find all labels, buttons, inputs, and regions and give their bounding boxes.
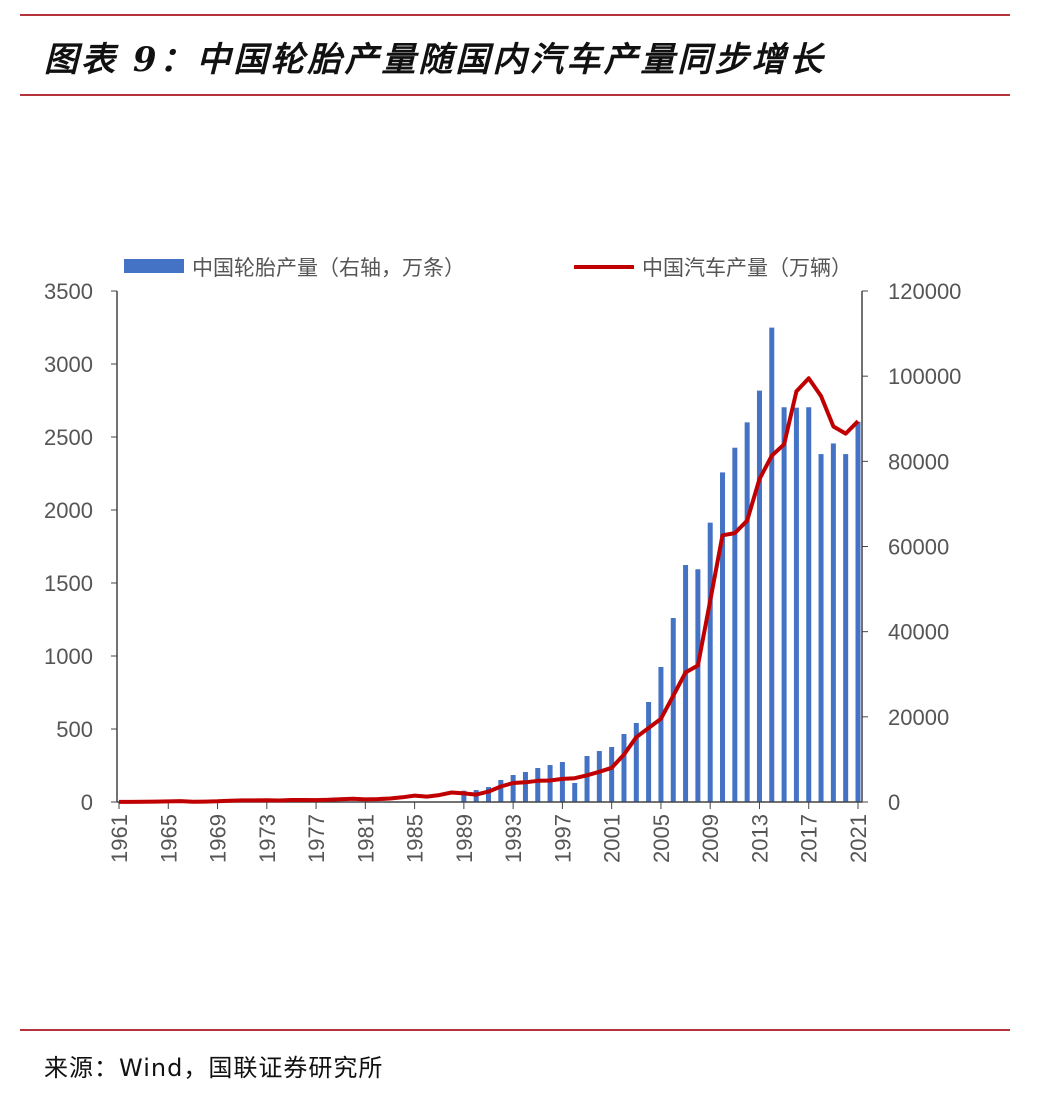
car-production-line — [119, 376, 860, 804]
tire-production-bar — [720, 472, 726, 802]
tire-production-bar — [486, 787, 491, 802]
tire-production-bar — [683, 565, 689, 802]
tire-production-bar — [510, 775, 516, 802]
tire-production-bar — [609, 746, 615, 802]
tire-production-bar — [535, 767, 541, 802]
x-tick-label: 1985 — [403, 814, 428, 863]
left-tick-label: 2000 — [44, 498, 93, 523]
tire-production-bar — [806, 407, 812, 802]
legend-label-cars: 中国汽车产量（万辆） — [642, 256, 852, 280]
left-tick-label: 0 — [81, 790, 93, 815]
tire-production-bar — [695, 569, 701, 802]
x-tick-label: 2013 — [747, 814, 772, 863]
left-tick-label: 1000 — [44, 644, 93, 669]
top-rule — [20, 14, 1010, 16]
tire-production-bar — [559, 762, 565, 802]
x-tick-label: 2009 — [698, 814, 723, 863]
left-tick-label: 3500 — [44, 279, 93, 304]
chart-title: 图表 9：中国轮胎产量随国内汽车产量同步增长 — [44, 40, 826, 80]
x-tick-label: 1981 — [353, 814, 378, 863]
tire-production-bar — [547, 765, 553, 802]
x-tick-label: 2005 — [649, 814, 674, 863]
source-note: 来源：Wind，国联证券研究所 — [44, 1054, 384, 1082]
tire-production-bar — [843, 454, 849, 802]
bottom-rule — [20, 1029, 1010, 1031]
chart: 中国轮胎产量（右轴，万条） 中国汽车产量（万辆） 0 500 1000 1500 200… — [44, 256, 961, 863]
x-tick-label: 1961 — [107, 814, 132, 863]
x-tick-label: 1977 — [304, 814, 329, 863]
x-tick-label: 1997 — [550, 814, 575, 863]
left-tick-label: 500 — [56, 717, 93, 742]
tire-production-bar — [769, 327, 775, 802]
right-tick-label: 100000 — [888, 364, 961, 389]
right-tick-label: 40000 — [888, 620, 949, 645]
tire-production-bar — [744, 422, 750, 802]
tire-production-bar — [756, 390, 762, 802]
tire-production-bar — [781, 407, 787, 802]
tire-production-bar — [498, 779, 504, 802]
legend: 中国轮胎产量（右轴，万条） 中国汽车产量（万辆） — [124, 256, 852, 280]
left-tick-label: 2500 — [44, 425, 93, 450]
left-tick-label: 3000 — [44, 352, 93, 377]
tire-production-bar — [596, 751, 602, 802]
x-tick-label: 1965 — [156, 814, 181, 863]
right-tick-label: 120000 — [888, 279, 961, 304]
right-tick-label: 20000 — [888, 705, 949, 730]
tire-production-bar — [572, 783, 578, 802]
x-tick-label: 1973 — [255, 814, 280, 863]
tire-production-bar — [658, 667, 664, 802]
tire-production-bar — [707, 522, 713, 802]
right-tick-label: 60000 — [888, 535, 949, 560]
tire-production-bar — [670, 618, 676, 802]
legend-label-tires: 中国轮胎产量（右轴，万条） — [192, 256, 465, 280]
x-tick-label: 1989 — [452, 814, 477, 863]
title-rule — [20, 94, 1010, 96]
legend-swatch-tires — [124, 259, 184, 273]
right-tick-label: 80000 — [888, 449, 949, 474]
tire-production-bar — [522, 771, 528, 802]
tire-production-bar — [855, 421, 861, 802]
x-tick-label: 1993 — [501, 814, 526, 863]
tire-production-bar — [633, 723, 639, 802]
tire-production-bar — [793, 407, 799, 802]
tire-production-bar — [818, 454, 824, 802]
x-tick-label: 2001 — [600, 814, 625, 863]
tire-production-bar — [732, 447, 738, 802]
x-tick-label: 2017 — [797, 814, 822, 863]
x-tick-label: 2021 — [846, 814, 871, 863]
tire-production-bar — [646, 702, 652, 802]
x-tick-label: 1969 — [206, 814, 231, 863]
tire-production-bar — [461, 790, 467, 802]
left-tick-label: 1500 — [44, 571, 93, 596]
tire-production-bar — [584, 756, 590, 802]
right-tick-label: 0 — [888, 790, 900, 815]
tire-production-bar — [621, 733, 627, 802]
tire-production-bar — [830, 443, 836, 802]
